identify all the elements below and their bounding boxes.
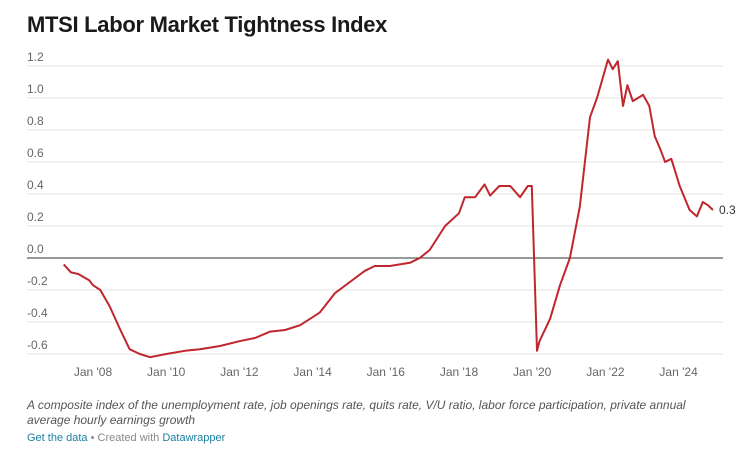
footer: Get the data • Created with Datawrapper: [27, 432, 225, 444]
x-tick-label: Jan '16: [367, 365, 406, 379]
x-tick-label: Jan '08: [74, 365, 113, 379]
y-tick-label: 1.0: [27, 82, 44, 96]
y-tick-label: 0.0: [27, 242, 44, 256]
x-tick-label: Jan '20: [513, 365, 552, 379]
x-tick-label: Jan '14: [293, 365, 332, 379]
y-tick-label: -0.6: [27, 338, 48, 352]
chart: -0.6 -0.4 -0.2 0.0 0.2 0.4 0.6 0.8 1.0 1.2 Jan '08…: [27, 50, 736, 379]
notes: A composite index of the unemployment ra…: [27, 398, 686, 427]
y-tick-label: -0.4: [27, 306, 48, 320]
get-data-link[interactable]: Get the data: [27, 432, 88, 444]
credit: • Created with: [90, 432, 160, 444]
chart-title: MTSI Labor Market Tightness Index: [27, 12, 388, 37]
line: [62, 58, 714, 359]
datawrapper-link[interactable]: Datawrapper: [162, 432, 226, 444]
x-tick-label: Jan '18: [440, 365, 479, 379]
x-tick-label: Jan '22: [586, 365, 625, 379]
y-tick-label: -0.2: [27, 274, 48, 288]
end-label: 0.3: [719, 203, 736, 217]
y-tick-label: 0.4: [27, 178, 44, 192]
y-tick-label: 0.6: [27, 146, 44, 160]
y-tick-label: 0.8: [27, 114, 44, 128]
x-tick-label: Jan '10: [147, 365, 186, 379]
x-tick-label: Jan '24: [659, 365, 698, 379]
y-tick-label: 0.2: [27, 210, 44, 224]
x-tick-label: Jan '12: [220, 365, 259, 379]
y-tick-label: 1.2: [27, 50, 44, 64]
